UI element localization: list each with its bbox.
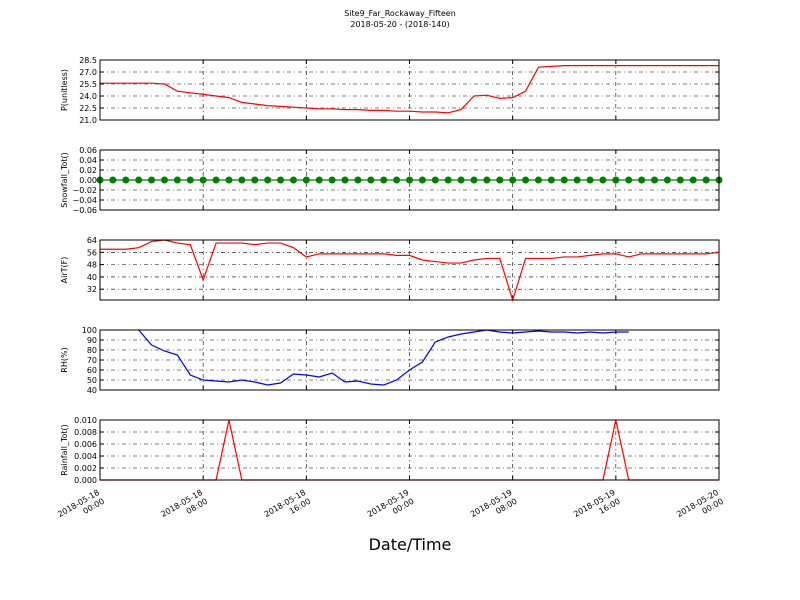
y-tick-label: 40 (87, 386, 97, 395)
data-point (522, 176, 530, 184)
data-point (302, 176, 310, 184)
y-axis-label: P(unitless) (60, 69, 69, 111)
y-tick-label: −0.04 (72, 196, 97, 205)
data-point (160, 176, 168, 184)
y-tick-label: 0.006 (74, 440, 97, 449)
y-tick-label: 22.5 (79, 104, 97, 113)
data-point (328, 176, 336, 184)
y-tick-label: 70 (87, 356, 97, 365)
y-tick-label: 100 (82, 326, 97, 335)
y-tick-label: 48 (87, 261, 97, 270)
y-tick-label: 56 (87, 248, 97, 257)
data-point (406, 176, 413, 184)
y-tick-label: 50 (87, 376, 97, 385)
data-point (199, 176, 207, 184)
data-point (225, 176, 233, 184)
data-point (534, 176, 542, 184)
y-tick-label: −0.02 (72, 186, 97, 195)
plot-frame (99, 149, 720, 211)
data-point (251, 176, 259, 184)
data-point (509, 176, 517, 184)
y-axis-label: Snowfall_Tot() (60, 152, 69, 208)
plot-frame (99, 419, 720, 481)
data-point (496, 176, 504, 184)
data-point (354, 176, 362, 184)
data-point (573, 176, 581, 184)
y-tick-label: 90 (87, 336, 97, 345)
data-point (470, 176, 478, 184)
chart-title: Site9_Far_Rockaway_Fifteen (344, 9, 456, 18)
data-point (612, 176, 620, 184)
data-point (586, 176, 594, 184)
data-point (341, 176, 349, 184)
data-point (122, 176, 130, 184)
data-point (483, 176, 491, 184)
data-line (138, 329, 629, 386)
data-point (238, 176, 246, 184)
data-point (264, 176, 272, 184)
data-line (100, 65, 719, 114)
y-tick-label: 0.010 (74, 416, 97, 425)
y-tick-label: 60 (87, 366, 97, 375)
data-point (702, 176, 710, 184)
data-point (135, 176, 143, 184)
y-axis-label: Rainfall_Tot() (60, 424, 69, 476)
plot-frame (99, 239, 720, 301)
y-tick-label: 0.06 (79, 146, 97, 155)
plot-frame (99, 59, 720, 121)
data-point (676, 176, 684, 184)
data-line (100, 239, 720, 303)
y-tick-label: −0.06 (72, 206, 97, 215)
y-tick-label: 64 (87, 236, 97, 245)
y-tick-label: 40 (87, 273, 97, 282)
data-point (380, 176, 388, 184)
y-tick-label: 80 (87, 346, 97, 355)
y-tick-label: 0.008 (74, 428, 97, 437)
y-tick-label: 25.5 (79, 80, 97, 89)
chart-subtitle: 2018-05-20 - (2018-140) (350, 20, 449, 29)
data-point (289, 176, 297, 184)
y-tick-label: 0.02 (79, 166, 97, 175)
x-axis-label: Date/Time (369, 535, 452, 554)
data-point (277, 176, 285, 184)
data-point (315, 176, 323, 184)
data-point (418, 176, 426, 184)
data-point (651, 176, 659, 184)
data-point (173, 176, 181, 184)
data-point (689, 176, 697, 184)
data-point (109, 176, 117, 184)
data-point (431, 176, 439, 184)
y-tick-label: 27.0 (79, 68, 97, 77)
y-tick-label: 28.5 (79, 56, 97, 65)
data-point (148, 176, 156, 184)
y-tick-label: 21.0 (79, 116, 97, 125)
data-point (367, 176, 375, 184)
y-axis-label: AirT(F) (60, 257, 69, 284)
data-point (560, 176, 568, 184)
data-point (547, 176, 555, 184)
y-tick-label: 0.002 (74, 464, 97, 473)
data-point (186, 176, 194, 184)
y-tick-label: 32 (87, 285, 97, 294)
data-point (625, 176, 633, 184)
data-point (638, 176, 646, 184)
plot-frame (99, 329, 720, 391)
data-point (393, 176, 401, 184)
data-point (663, 176, 671, 184)
data-point (599, 176, 607, 184)
data-point (444, 176, 452, 184)
data-point (212, 176, 220, 184)
y-tick-label: 0.04 (79, 156, 97, 165)
y-tick-label: 0.000 (74, 476, 97, 485)
y-axis-label: RH(%) (60, 347, 69, 372)
y-tick-label: 24.0 (79, 92, 97, 101)
y-tick-label: 0.004 (74, 452, 97, 461)
y-tick-label: 0.00 (79, 176, 97, 185)
data-point (457, 176, 465, 184)
